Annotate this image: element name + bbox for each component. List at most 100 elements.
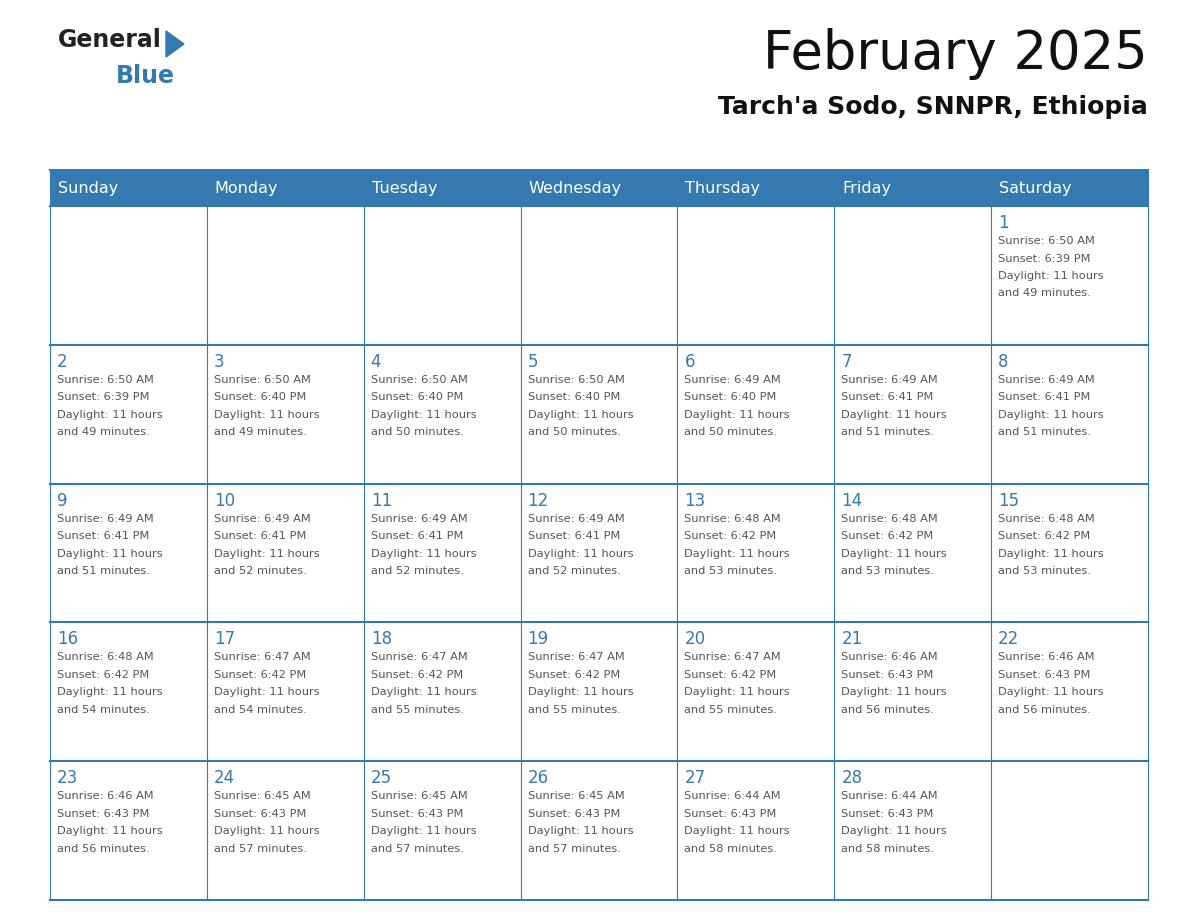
Text: and 51 minutes.: and 51 minutes. [57,566,150,577]
Text: and 50 minutes.: and 50 minutes. [527,427,620,437]
Text: Blue: Blue [116,64,175,88]
Text: Sunset: 6:43 PM: Sunset: 6:43 PM [371,809,463,819]
Text: Daylight: 11 hours: Daylight: 11 hours [57,826,163,836]
Text: Sunset: 6:43 PM: Sunset: 6:43 PM [527,809,620,819]
Text: Sunset: 6:43 PM: Sunset: 6:43 PM [841,670,934,680]
Bar [520,761,677,900]
Text: Sunrise: 6:48 AM: Sunrise: 6:48 AM [684,513,782,523]
Text: 7: 7 [841,353,852,371]
Text: 10: 10 [214,492,235,509]
Text: Daylight: 11 hours: Daylight: 11 hours [841,549,947,558]
Text: Daylight: 11 hours: Daylight: 11 hours [684,409,790,420]
Text: Daylight: 11 hours: Daylight: 11 hours [371,549,476,558]
Text: and 54 minutes.: and 54 minutes. [57,705,150,715]
Text: Sunset: 6:41 PM: Sunset: 6:41 PM [527,532,620,541]
Text: and 53 minutes.: and 53 minutes. [998,566,1091,577]
Bar [50,206,207,345]
Text: Sunset: 6:41 PM: Sunset: 6:41 PM [841,392,934,402]
Text: and 51 minutes.: and 51 minutes. [998,427,1091,437]
Text: Daylight: 11 hours: Daylight: 11 hours [214,688,320,698]
Bar [207,206,364,345]
Text: Sunrise: 6:44 AM: Sunrise: 6:44 AM [684,791,781,801]
Text: 27: 27 [684,769,706,788]
Text: 23: 23 [57,769,78,788]
Text: Sunset: 6:42 PM: Sunset: 6:42 PM [684,670,777,680]
Bar [834,484,991,622]
Text: Sunrise: 6:48 AM: Sunrise: 6:48 AM [841,513,939,523]
Text: Daylight: 11 hours: Daylight: 11 hours [684,549,790,558]
Text: Sunrise: 6:47 AM: Sunrise: 6:47 AM [527,653,625,663]
Text: Sunrise: 6:50 AM: Sunrise: 6:50 AM [57,375,154,385]
Text: Sunrise: 6:49 AM: Sunrise: 6:49 AM [841,375,939,385]
Bar [364,206,520,345]
Text: Daylight: 11 hours: Daylight: 11 hours [527,549,633,558]
Text: and 49 minutes.: and 49 minutes. [214,427,307,437]
Text: Sunrise: 6:49 AM: Sunrise: 6:49 AM [684,375,782,385]
Text: 25: 25 [371,769,392,788]
Text: Sunrise: 6:49 AM: Sunrise: 6:49 AM [371,513,467,523]
Text: 11: 11 [371,492,392,509]
Text: Sunrise: 6:47 AM: Sunrise: 6:47 AM [684,653,782,663]
Text: 4: 4 [371,353,381,371]
Text: and 52 minutes.: and 52 minutes. [214,566,307,577]
Text: Sunset: 6:41 PM: Sunset: 6:41 PM [214,532,307,541]
Bar [677,484,834,622]
Bar [834,622,991,761]
Bar [50,622,207,761]
Text: Sunset: 6:40 PM: Sunset: 6:40 PM [527,392,620,402]
Text: 21: 21 [841,631,862,648]
Bar [991,170,1148,206]
Text: 20: 20 [684,631,706,648]
Text: Sunset: 6:42 PM: Sunset: 6:42 PM [998,532,1091,541]
Bar [364,622,520,761]
Bar [207,345,364,484]
Text: and 55 minutes.: and 55 minutes. [684,705,777,715]
Text: Sunset: 6:39 PM: Sunset: 6:39 PM [998,253,1091,263]
Text: Sunset: 6:43 PM: Sunset: 6:43 PM [998,670,1091,680]
Text: Daylight: 11 hours: Daylight: 11 hours [998,271,1104,281]
Text: 18: 18 [371,631,392,648]
Bar [834,206,991,345]
Text: Daylight: 11 hours: Daylight: 11 hours [57,688,163,698]
Text: Sunrise: 6:45 AM: Sunrise: 6:45 AM [527,791,625,801]
Text: Sunrise: 6:46 AM: Sunrise: 6:46 AM [57,791,153,801]
Text: Sunrise: 6:46 AM: Sunrise: 6:46 AM [841,653,937,663]
Text: and 56 minutes.: and 56 minutes. [998,705,1091,715]
Bar [991,622,1148,761]
Text: 5: 5 [527,353,538,371]
Bar [207,484,364,622]
Bar [991,345,1148,484]
Text: Sunset: 6:42 PM: Sunset: 6:42 PM [684,532,777,541]
Text: 14: 14 [841,492,862,509]
Bar [520,622,677,761]
Text: Sunrise: 6:48 AM: Sunrise: 6:48 AM [57,653,153,663]
Text: Tuesday: Tuesday [372,181,437,196]
Bar [50,484,207,622]
Text: 17: 17 [214,631,235,648]
Text: Sunset: 6:40 PM: Sunset: 6:40 PM [214,392,307,402]
Text: Sunset: 6:43 PM: Sunset: 6:43 PM [684,809,777,819]
Text: Daylight: 11 hours: Daylight: 11 hours [998,688,1104,698]
Text: Sunrise: 6:44 AM: Sunrise: 6:44 AM [841,791,937,801]
Text: and 57 minutes.: and 57 minutes. [527,844,620,854]
Text: Sunrise: 6:50 AM: Sunrise: 6:50 AM [998,236,1095,246]
Text: Daylight: 11 hours: Daylight: 11 hours [214,549,320,558]
Text: Daylight: 11 hours: Daylight: 11 hours [841,826,947,836]
Text: Sunset: 6:43 PM: Sunset: 6:43 PM [214,809,307,819]
Text: Sunrise: 6:47 AM: Sunrise: 6:47 AM [214,653,310,663]
Text: Thursday: Thursday [685,181,760,196]
Text: and 49 minutes.: and 49 minutes. [57,427,150,437]
Text: 6: 6 [684,353,695,371]
Bar [677,206,834,345]
Text: Daylight: 11 hours: Daylight: 11 hours [998,549,1104,558]
Bar [520,345,677,484]
Text: Daylight: 11 hours: Daylight: 11 hours [371,826,476,836]
Text: 22: 22 [998,631,1019,648]
Text: Sunset: 6:42 PM: Sunset: 6:42 PM [214,670,307,680]
Text: 19: 19 [527,631,549,648]
Text: 24: 24 [214,769,235,788]
Text: and 58 minutes.: and 58 minutes. [841,844,934,854]
Text: Sunrise: 6:45 AM: Sunrise: 6:45 AM [214,791,310,801]
Text: and 53 minutes.: and 53 minutes. [841,566,934,577]
Text: Daylight: 11 hours: Daylight: 11 hours [527,688,633,698]
